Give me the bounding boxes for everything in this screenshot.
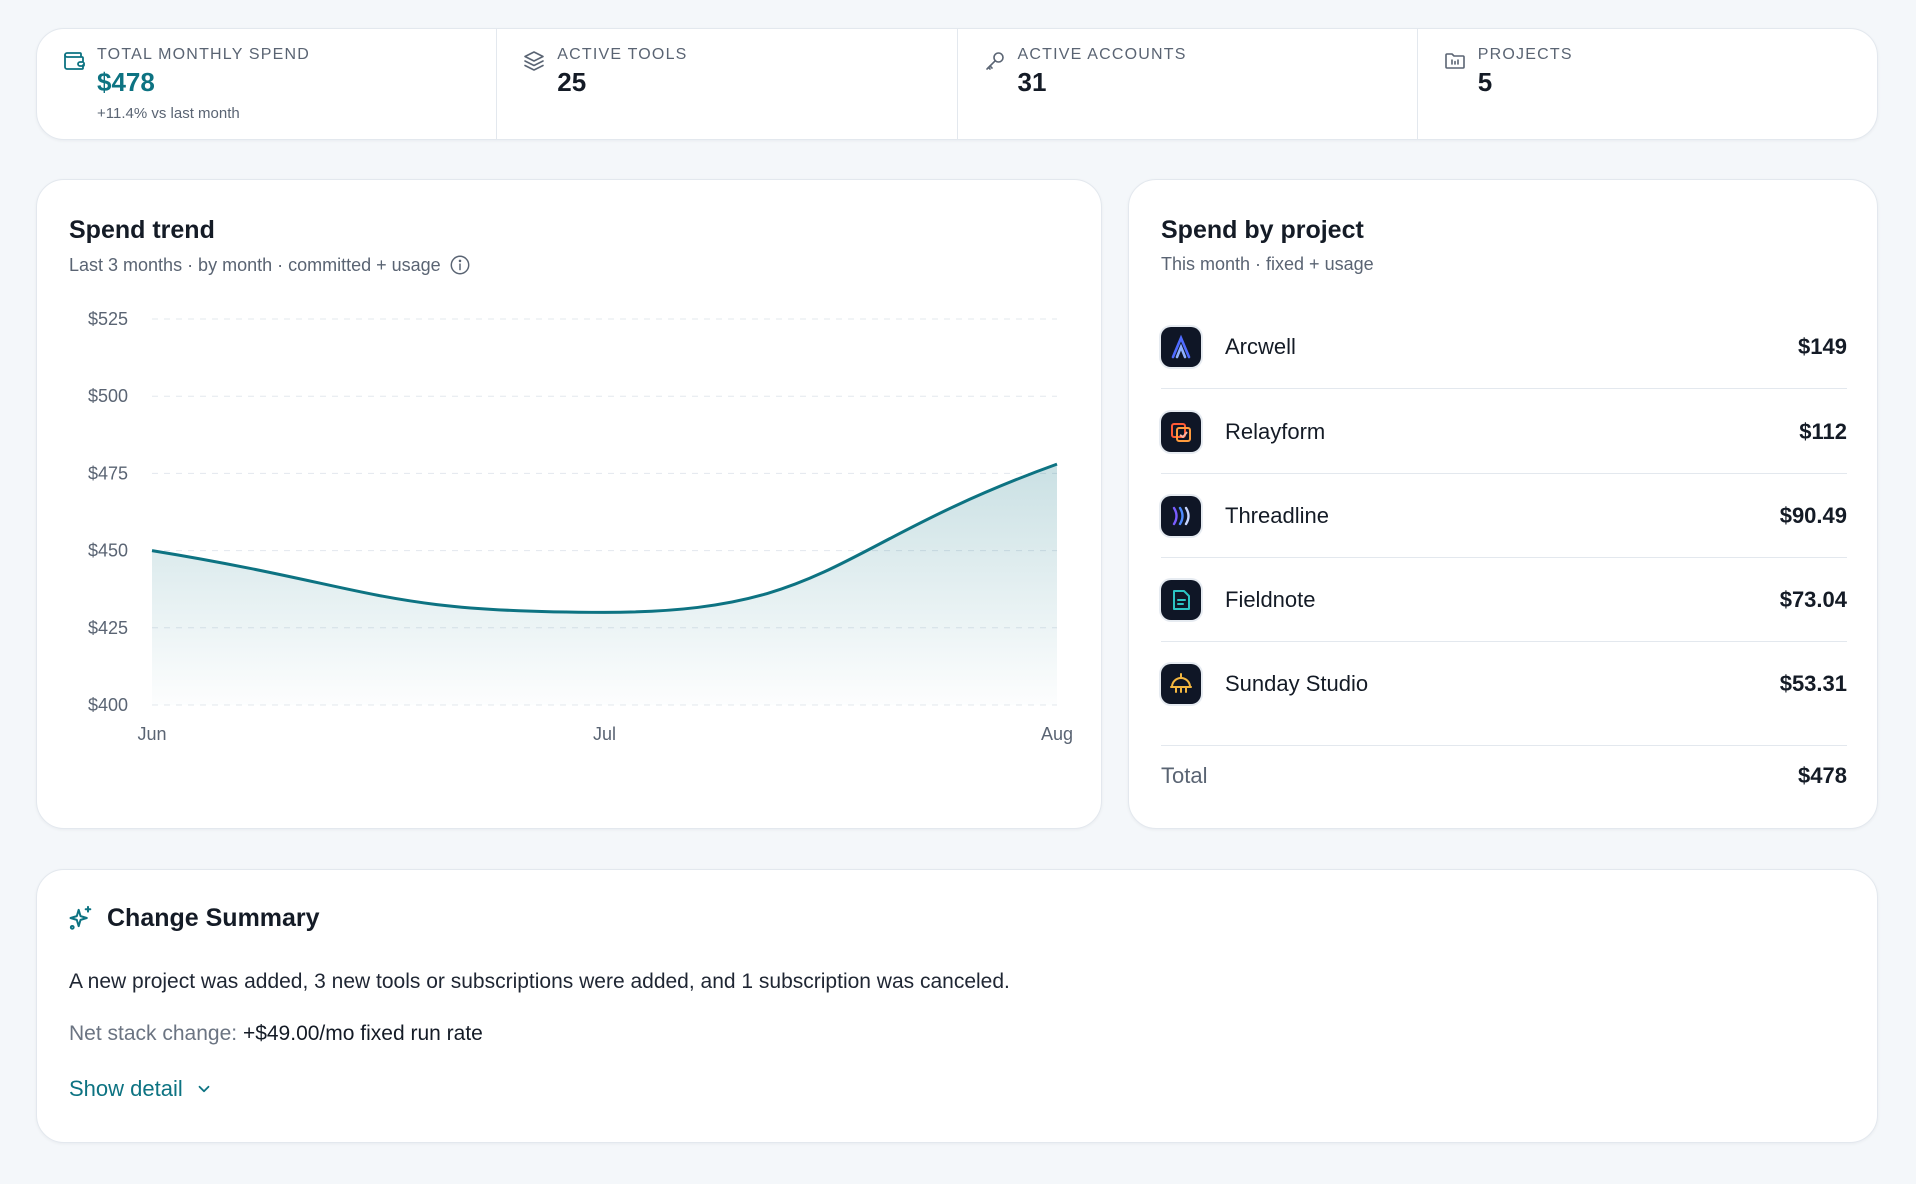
sunday-studio-logo-icon	[1161, 664, 1201, 704]
total-amount: $478	[1798, 763, 1847, 788]
project-row-threadline[interactable]: Threadline $90.49	[1161, 474, 1847, 558]
spend-by-project-card: Spend by project This month · fixed + us…	[1128, 179, 1878, 829]
stat-label: ACTIVE TOOLS	[557, 46, 688, 63]
project-row-sunday-studio[interactable]: Sunday Studio $53.31	[1161, 642, 1847, 726]
layers-icon	[524, 51, 545, 71]
project-amount: $112	[1799, 418, 1847, 444]
project-row-arcwell[interactable]: Arcwell $149	[1161, 305, 1847, 389]
relayform-logo-icon	[1161, 411, 1201, 452]
y-tick-label: $525	[88, 309, 128, 329]
project-row-relayform[interactable]: Relayform $112	[1161, 390, 1847, 474]
folder-icon	[1444, 53, 1465, 69]
show-detail-label: Show detail	[69, 1076, 183, 1101]
stat-total-monthly-spend: TOTAL MONTHLY SPEND $478 +11.4% vs last …	[37, 29, 496, 139]
stat-value: 25	[557, 67, 587, 97]
threadline-logo-icon	[1161, 495, 1201, 536]
spend-line	[151, 462, 1058, 614]
x-tick-label: Aug	[1041, 724, 1073, 744]
total-label: Total	[1161, 763, 1208, 788]
card-title: Spend trend	[69, 216, 215, 244]
card-title: Change Summary	[107, 904, 320, 932]
key-icon	[985, 52, 1004, 70]
arcwell-logo-icon	[1161, 326, 1201, 367]
stat-value: 31	[1017, 67, 1047, 97]
stat-active-accounts: ACTIVE ACCOUNTS 31	[956, 29, 1417, 139]
divider	[1161, 745, 1847, 746]
project-name: Relayform	[1225, 418, 1326, 444]
summary-text: A new project was added, 3 new tools or …	[69, 970, 1010, 993]
info-icon[interactable]	[449, 254, 471, 276]
stat-label: TOTAL MONTHLY SPEND	[97, 46, 311, 63]
change-summary-card: Change Summary A new project was added, …	[36, 869, 1878, 1143]
project-name: Arcwell	[1225, 333, 1296, 359]
y-tick-label: $475	[88, 463, 128, 483]
project-name: Sunday Studio	[1225, 671, 1369, 696]
y-tick-label: $500	[88, 386, 128, 406]
x-tick-label: Jul	[593, 724, 616, 744]
stat-projects: PROJECTS 5	[1416, 29, 1877, 139]
project-amount: $149	[1798, 333, 1847, 359]
stat-value: 5	[1477, 67, 1493, 97]
stat-active-tools: ACTIVE TOOLS 25	[496, 29, 956, 139]
net-stack-change: Net stack change: +$49.00/mo fixed run r…	[69, 1022, 483, 1046]
y-tick-label: $450	[88, 541, 128, 561]
x-tick-label: Jun	[137, 724, 166, 744]
stat-change-note: +11.4% vs last month	[97, 105, 240, 122]
stat-label: PROJECTS	[1477, 46, 1573, 63]
spend-area	[152, 464, 1057, 705]
card-subtitle: Last 3 months · by month · committed + u…	[69, 254, 471, 276]
stat-label: ACTIVE ACCOUNTS	[1017, 46, 1187, 63]
card-subtitle: This month · fixed + usage	[1161, 254, 1374, 274]
spend-trend-chart: $525 $500 $475 $450 $425 $400 Jun Jul Aug	[88, 309, 1073, 744]
stat-value: $478	[97, 67, 155, 97]
project-name: Threadline	[1225, 502, 1329, 528]
net-value: +$49.00/mo fixed run rate	[242, 1022, 483, 1045]
wallet-icon	[64, 52, 85, 70]
total-row: Total $478	[1161, 745, 1847, 789]
sparkle-icon	[69, 905, 92, 930]
chevron-down-icon	[198, 1085, 210, 1093]
project-amount: $73.04	[1779, 586, 1847, 612]
show-detail-button[interactable]: Show detail	[69, 1076, 213, 1102]
project-amount: $90.49	[1779, 502, 1847, 528]
stats-bar: TOTAL MONTHLY SPEND $478 +11.4% vs last …	[36, 28, 1878, 140]
project-amount: $53.31	[1779, 671, 1847, 696]
y-tick-label: $400	[88, 695, 128, 715]
project-name: Fieldnote	[1225, 586, 1316, 612]
project-row-fieldnote[interactable]: Fieldnote $73.04	[1161, 558, 1847, 642]
subtitle-text: Last 3 months · by month · committed + u…	[69, 254, 441, 275]
spend-trend-card: Spend trend Last 3 months · by month · c…	[36, 179, 1102, 829]
fieldnote-logo-icon	[1161, 579, 1201, 620]
y-tick-label: $425	[88, 618, 128, 638]
card-title: Spend by project	[1161, 216, 1364, 244]
net-label: Net stack change:	[69, 1022, 238, 1045]
